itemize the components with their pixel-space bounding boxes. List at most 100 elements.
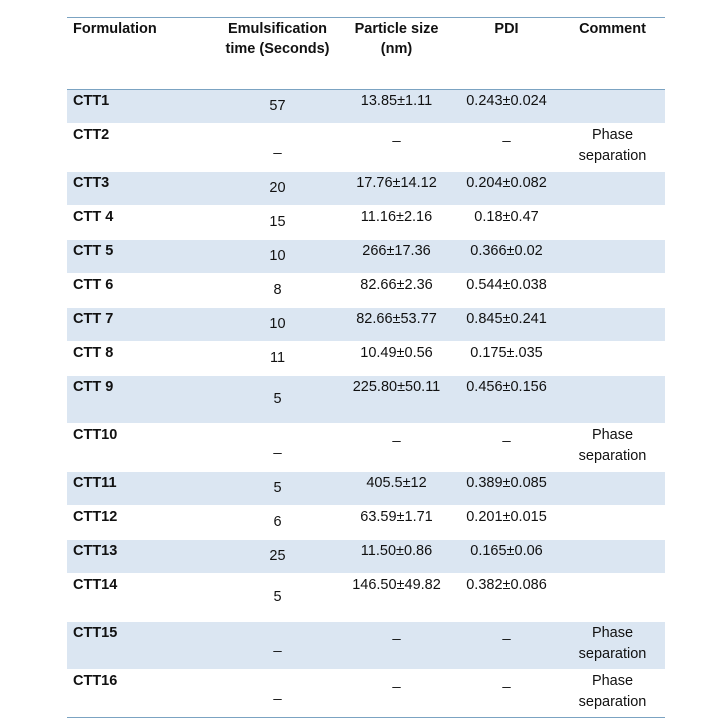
formulation-table: Formulation Emulsification time (Seconds… <box>67 17 665 718</box>
cell-particle-size: _ <box>392 673 401 689</box>
cell-emulsification-time: 57 <box>269 98 286 114</box>
header-emulsification-time: Emulsification time (Seconds) <box>225 21 330 57</box>
cell-comment <box>560 240 665 274</box>
formulation-table-container: Formulation Emulsification time (Seconds… <box>67 17 665 718</box>
cell-pdi: _ <box>502 427 511 443</box>
cell-comment: Phase separation <box>578 673 647 710</box>
cell-formulation: CTT 8 <box>73 345 114 361</box>
cell-comment <box>560 506 665 540</box>
cell-comment <box>560 308 665 342</box>
cell-pdi: 0.175±.035 <box>470 345 543 361</box>
cell-particle-size: 82.66±2.36 <box>360 277 433 293</box>
cell-pdi: 0.544±0.038 <box>466 277 547 293</box>
cell-emulsification-time: 5 <box>273 480 282 496</box>
cell-pdi: 0.845±0.241 <box>466 311 547 327</box>
cell-emulsification-time: 11 <box>269 350 286 366</box>
cell-pdi: 0.204±0.082 <box>466 175 547 191</box>
cell-formulation: CTT13 <box>73 543 118 559</box>
cell-formulation: CTT3 <box>73 175 110 191</box>
cell-formulation: CTT 4 <box>73 209 114 225</box>
cell-pdi: 0.366±0.02 <box>470 243 543 259</box>
table-row: CTT2 _ _ _ Phase separation <box>67 123 665 172</box>
cell-emulsification-time: 10 <box>269 248 286 264</box>
cell-particle-size: 11.50±0.86 <box>360 543 433 559</box>
cell-emulsification-time: 5 <box>273 391 282 407</box>
header-pdi: PDI <box>494 21 519 37</box>
cell-comment: Phase separation <box>578 427 647 464</box>
cell-particle-size: 405.5±12 <box>366 475 427 491</box>
header-formulation: Formulation <box>73 21 157 37</box>
table-row: CTT13 25 11.50±0.86 0.165±0.06 <box>67 539 665 574</box>
cell-particle-size: 13.85±1.11 <box>360 93 433 109</box>
cell-pdi: 0.382±0.086 <box>466 577 547 593</box>
table-body: CTT1 57 13.85±1.11 0.243±0.024 CTT2 _ _ _ Phase … <box>67 89 665 718</box>
cell-formulation: CTT 7 <box>73 311 114 327</box>
cell-comment <box>560 90 665 124</box>
cell-pdi: _ <box>502 625 511 641</box>
cell-particle-size: 63.59±1.71 <box>360 509 433 525</box>
cell-particle-size: _ <box>392 625 401 641</box>
cell-particle-size: 82.66±53.77 <box>356 311 437 327</box>
cell-pdi: 0.243±0.024 <box>466 93 547 109</box>
header-comment: Comment <box>579 21 646 37</box>
cell-formulation: CTT12 <box>73 509 118 525</box>
table-row: CTT 7 10 82.66±53.77 0.845±0.241 <box>67 307 665 342</box>
cell-pdi: 0.201±0.015 <box>466 509 547 525</box>
header-particle-size: Particle size (nm) <box>354 21 439 57</box>
cell-formulation: CTT10 <box>73 427 118 443</box>
table-row: CTT3 20 17.76±14.12 0.204±0.082 <box>67 171 665 206</box>
table-row: CTT10 _ _ _ Phase separation <box>67 423 665 472</box>
cell-particle-size: 11.16±2.16 <box>360 209 433 225</box>
table-row: CTT14 5 146.50±49.82 0.382±0.086 <box>67 573 665 622</box>
cell-emulsification-time: _ <box>273 439 282 455</box>
cell-formulation: CTT 9 <box>73 379 114 395</box>
cell-pdi: 0.456±0.156 <box>466 379 547 395</box>
table-row: CTT 5 10 266±17.36 0.366±0.02 <box>67 239 665 274</box>
cell-pdi: 0.165±0.06 <box>470 543 543 559</box>
table-row: CTT11 5 405.5±12 0.389±0.085 <box>67 471 665 506</box>
cell-emulsification-time: 10 <box>269 316 286 332</box>
table-row: CTT16 _ _ _ Phase separation <box>67 669 665 718</box>
cell-comment <box>560 540 665 574</box>
cell-particle-size: 225.80±50.11 <box>352 379 441 395</box>
cell-formulation: CTT14 <box>73 577 118 593</box>
cell-particle-size: 266±17.36 <box>362 243 431 259</box>
cell-emulsification-time: _ <box>273 637 282 653</box>
cell-pdi: _ <box>502 673 511 689</box>
cell-comment <box>560 206 665 240</box>
cell-emulsification-time: 5 <box>273 589 282 605</box>
cell-formulation: CTT15 <box>73 625 118 641</box>
cell-emulsification-time: 15 <box>269 214 286 230</box>
table-row: CTT 6 8 82.66±2.36 0.544±0.038 <box>67 273 665 308</box>
cell-formulation: CTT2 <box>73 127 110 143</box>
cell-emulsification-time: 20 <box>269 180 286 196</box>
table-row: CTT12 6 63.59±1.71 0.201±0.015 <box>67 505 665 540</box>
cell-comment <box>560 274 665 308</box>
cell-formulation: CTT1 <box>73 93 110 109</box>
cell-pdi: 0.18±0.47 <box>474 209 539 225</box>
table-header: Formulation Emulsification time (Seconds… <box>67 17 665 90</box>
cell-comment <box>560 574 665 622</box>
cell-particle-size: _ <box>392 427 401 443</box>
cell-pdi: 0.389±0.085 <box>466 475 547 491</box>
cell-emulsification-time: 8 <box>273 282 282 298</box>
cell-particle-size: _ <box>392 127 401 143</box>
cell-comment: Phase separation <box>578 127 647 164</box>
header-row: Formulation Emulsification time (Seconds… <box>67 17 665 90</box>
table-row: CTT 4 15 11.16±2.16 0.18±0.47 <box>67 205 665 240</box>
cell-comment <box>560 172 665 206</box>
cell-formulation: CTT11 <box>73 475 117 491</box>
table-row: CTT 9 5 225.80±50.11 0.456±0.156 <box>67 375 665 424</box>
cell-comment <box>560 376 665 424</box>
cell-comment <box>560 342 665 376</box>
cell-particle-size: 10.49±0.56 <box>360 345 433 361</box>
cell-emulsification-time: _ <box>273 139 282 155</box>
cell-particle-size: 146.50±49.82 <box>352 577 441 593</box>
table-row: CTT1 57 13.85±1.11 0.243±0.024 <box>67 89 665 124</box>
cell-formulation: CTT 6 <box>73 277 114 293</box>
cell-comment <box>560 472 665 506</box>
cell-formulation: CTT 5 <box>73 243 114 259</box>
cell-pdi: _ <box>502 127 511 143</box>
cell-emulsification-time: 6 <box>273 514 282 530</box>
cell-emulsification-time: 25 <box>269 548 286 564</box>
